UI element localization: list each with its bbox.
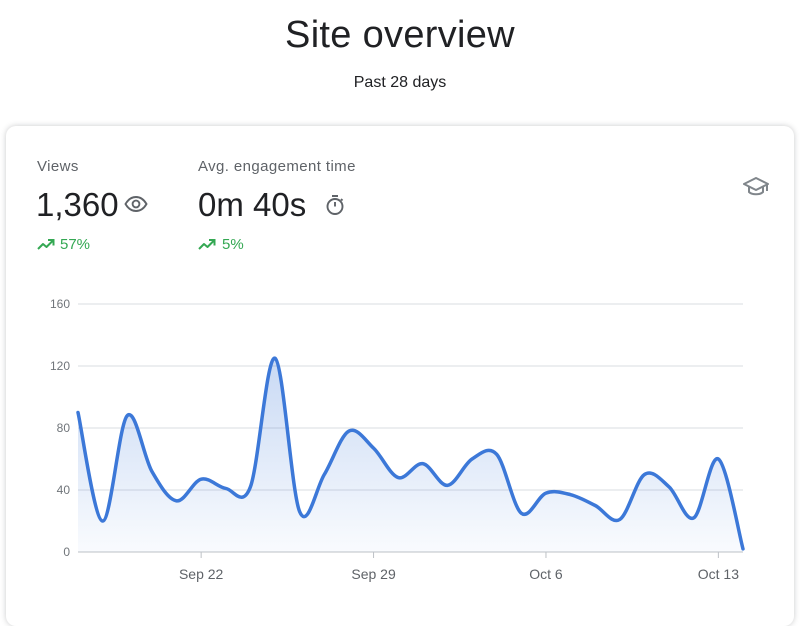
series-area <box>78 358 743 552</box>
views-change: 57% <box>60 236 91 253</box>
x-tick-label: Sep 29 <box>351 566 396 582</box>
series-line <box>76 356 745 551</box>
engagement-value: 0m 40s <box>198 186 307 223</box>
x-tick-label: Sep 22 <box>179 566 224 582</box>
y-tick-label: 120 <box>50 359 70 373</box>
y-tick-label: 80 <box>57 421 71 435</box>
graduation-cap-icon[interactable] <box>742 176 770 198</box>
engagement-label: Avg. engagement time <box>198 158 356 175</box>
y-tick-label: 0 <box>63 545 70 559</box>
views-label: Views <box>37 158 79 175</box>
y-tick-label: 40 <box>57 483 71 497</box>
overview-card: Views 1,360 57% Avg. engagement time 0m … <box>6 126 794 626</box>
views-chart: 0 40 80 120 160 Sep 22 Sep 29 Oct 6 Oct 13 <box>50 297 745 582</box>
eye-icon <box>124 196 148 212</box>
timer-icon <box>326 195 344 215</box>
date-range-label: Past 28 days <box>353 74 447 91</box>
engagement-change: 5% <box>222 236 244 253</box>
x-tick-label: Oct 6 <box>529 566 563 582</box>
y-tick-label: 160 <box>50 297 70 311</box>
trending-up-icon <box>37 239 55 250</box>
views-value: 1,360 <box>36 186 119 223</box>
trending-up-icon <box>198 239 216 250</box>
page-title: Site overview <box>285 14 515 56</box>
x-tick-label: Oct 13 <box>698 566 739 582</box>
